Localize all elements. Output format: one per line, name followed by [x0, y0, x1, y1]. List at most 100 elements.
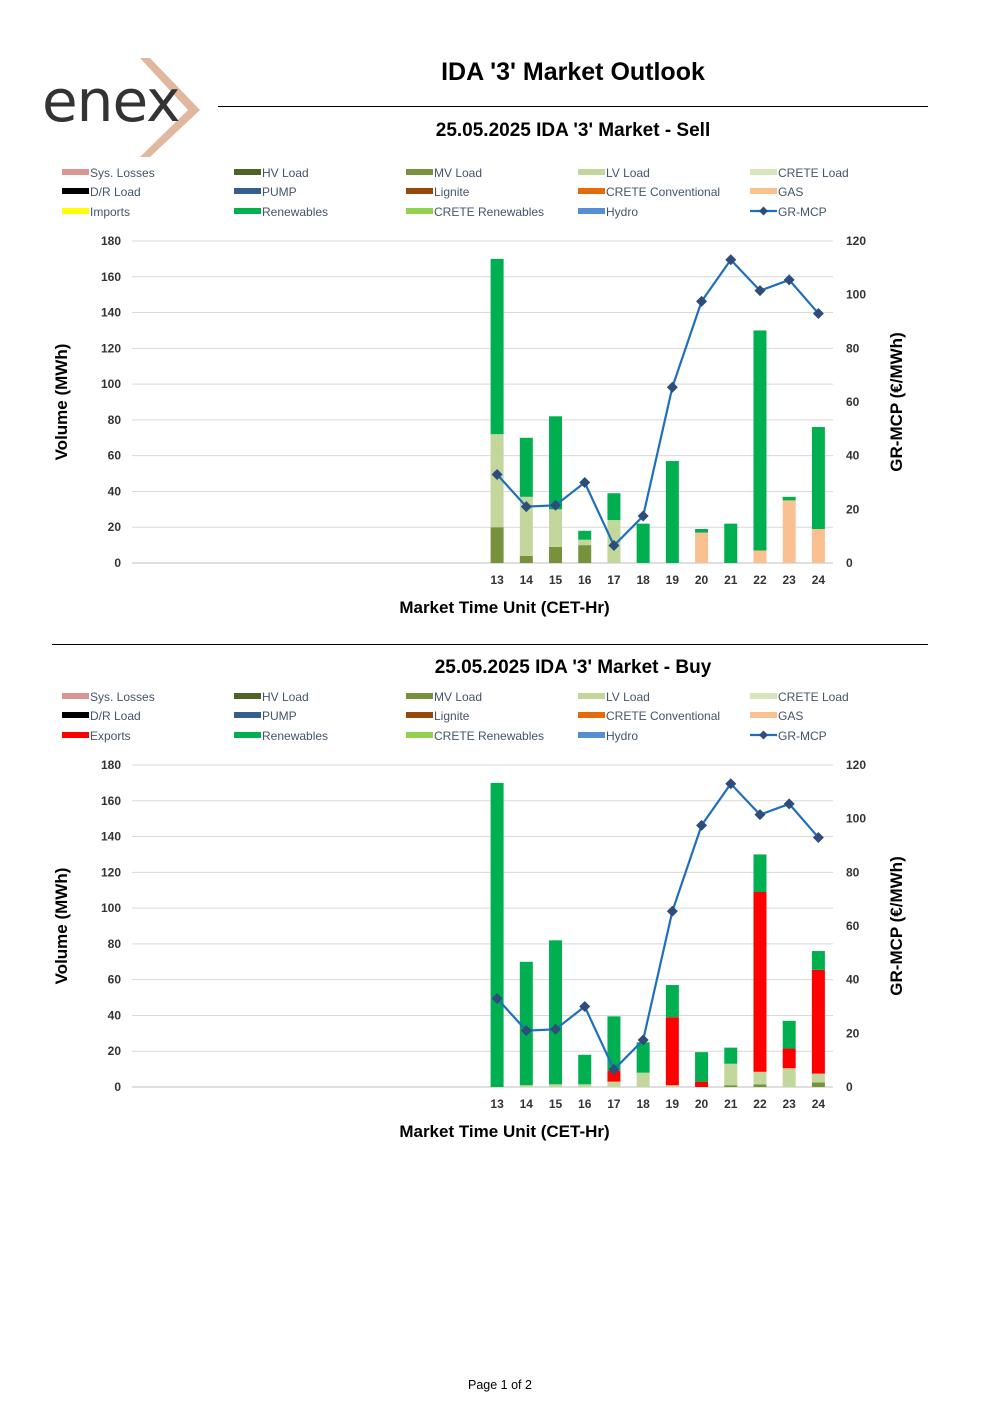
legend-item-gas: GAS [750, 709, 803, 727]
bar-gas-20 [695, 532, 709, 563]
y-tick-label: 160 [101, 794, 121, 808]
legend-swatch-imports [62, 207, 89, 214]
x-tick-label: 24 [812, 573, 826, 587]
legend-item-sys-losses: Sys. Losses [62, 165, 155, 183]
legend-item-lignite: Lignite [406, 709, 469, 727]
legend-item-crete-load: CRETE Load [750, 165, 849, 183]
legend-label: MV Load [434, 165, 483, 180]
bar-exports-22 [753, 892, 767, 1072]
legend-item-pump: PUMP [234, 709, 297, 727]
bar-renewables-16 [578, 1054, 592, 1085]
bar-lv-load-22 [753, 1071, 767, 1085]
legend-item-d-r-load: D/R Load [62, 709, 141, 727]
gr-mcp-point-13 [491, 992, 503, 1004]
bar-lv-load-23 [782, 1068, 796, 1087]
gr-mcp-point-21 [725, 778, 737, 790]
legend-item-lignite: Lignite [406, 185, 469, 203]
bar-mv-load-16 [578, 545, 592, 563]
bar-exports-23 [782, 1048, 796, 1069]
bar-mv-load-24 [811, 1082, 825, 1087]
bar-mv-load-15 [549, 546, 563, 563]
legend-label: Sys. Losses [90, 165, 155, 180]
legend-label: Lignite [434, 709, 470, 724]
y-tick-label: 0 [114, 1080, 121, 1094]
legend-swatch-crete-renewables [406, 207, 433, 214]
title-divider [218, 106, 928, 107]
buy-chart-title: 25.05.2025 IDA '3' Market - Buy [434, 657, 712, 678]
gr-mcp-point-18 [637, 1034, 649, 1046]
y2-axis-title: GR-MCP (€/MWh) [887, 856, 906, 995]
y-tick-label: 180 [101, 758, 121, 772]
enex-logo: enex [40, 55, 210, 160]
x-tick-label: 17 [607, 1097, 621, 1111]
y2-tick-label: 80 [846, 865, 860, 879]
y2-tick-label: 0 [846, 556, 853, 570]
legend-label: GR-MCP [778, 728, 827, 743]
bar-mv-load-13 [490, 527, 504, 563]
bar-gas-22 [753, 550, 767, 563]
y-tick-label: 160 [101, 270, 121, 284]
legend-item-lv-load: LV Load [578, 165, 650, 183]
gr-mcp-point-14 [520, 501, 532, 513]
legend-label: D/R Load [90, 185, 141, 200]
y-tick-label: 140 [101, 830, 121, 844]
legend-label: GR-MCP [778, 204, 827, 219]
legend-item-sys-losses: Sys. Losses [62, 689, 155, 707]
bar-renewables-18 [636, 523, 650, 563]
legend-label: Imports [90, 204, 131, 219]
bar-renewables-14 [519, 437, 533, 497]
gr-mcp-point-14 [520, 1025, 532, 1037]
bar-lv-load-15 [549, 509, 563, 547]
bar-renewables-17 [607, 493, 621, 521]
section-divider [52, 644, 928, 645]
legend-label: HV Load [262, 165, 309, 180]
legend-swatch-pump [234, 712, 261, 719]
x-axis-title: Market Time Unit (CET-Hr) [399, 598, 609, 617]
legend-swatch-sys-losses [62, 168, 89, 175]
y-tick-label: 140 [101, 306, 121, 320]
y2-tick-label: 100 [846, 812, 866, 826]
x-tick-label: 19 [666, 573, 680, 587]
bar-exports-19 [665, 1017, 679, 1086]
y2-tick-label: 40 [846, 449, 860, 463]
bar-renewables-13 [490, 258, 504, 435]
gr-mcp-point-22 [754, 809, 766, 821]
bar-renewables-24 [811, 427, 825, 530]
y2-tick-label: 0 [846, 1080, 853, 1094]
y2-tick-label: 100 [846, 288, 866, 302]
x-tick-label: 14 [520, 573, 534, 587]
y-tick-label: 100 [101, 901, 121, 915]
legend-label: Hydro [606, 728, 639, 743]
y2-tick-label: 20 [846, 1026, 860, 1040]
x-tick-label: 21 [724, 1097, 738, 1111]
x-tick-label: 16 [578, 1097, 592, 1111]
page-title: IDA '3' Market Outlook [441, 58, 705, 86]
bar-mv-load-21 [724, 1085, 738, 1087]
legend-swatch-crete-conventional [578, 188, 605, 195]
y2-tick-label: 20 [846, 502, 860, 516]
y-tick-label: 60 [108, 449, 122, 463]
x-tick-label: 20 [695, 1097, 709, 1111]
legend-item-exports: Exports [62, 728, 131, 746]
bar-renewables-22 [753, 330, 767, 551]
y-tick-label: 80 [108, 937, 122, 951]
x-axis-title: Market Time Unit (CET-Hr) [399, 1122, 609, 1141]
bar-mv-load-22 [753, 1084, 767, 1087]
x-tick-label: 17 [607, 573, 621, 587]
bar-renewables-23 [782, 496, 796, 501]
bar-lv-load-19 [665, 1085, 679, 1087]
legend-swatch-crete-load [750, 168, 777, 175]
legend-item-hydro: Hydro [578, 204, 638, 222]
gr-mcp-point-19 [666, 381, 678, 393]
legend-swatch-renewables [234, 207, 261, 214]
gr-mcp-point-20 [696, 295, 708, 307]
gr-mcp-point-15 [550, 1023, 562, 1035]
legend-swatch-hydro [578, 207, 605, 214]
bar-gas-24 [811, 529, 825, 563]
x-tick-label: 23 [783, 1097, 797, 1111]
bar-renewables-19 [665, 461, 679, 563]
y2-tick-label: 60 [846, 919, 860, 933]
bar-mv-load-14 [519, 555, 533, 563]
legend-label: GAS [778, 185, 804, 200]
buy-chart-legend: Sys. Losses HV Load MV Load LV Load CRETE Lo… [62, 689, 922, 749]
